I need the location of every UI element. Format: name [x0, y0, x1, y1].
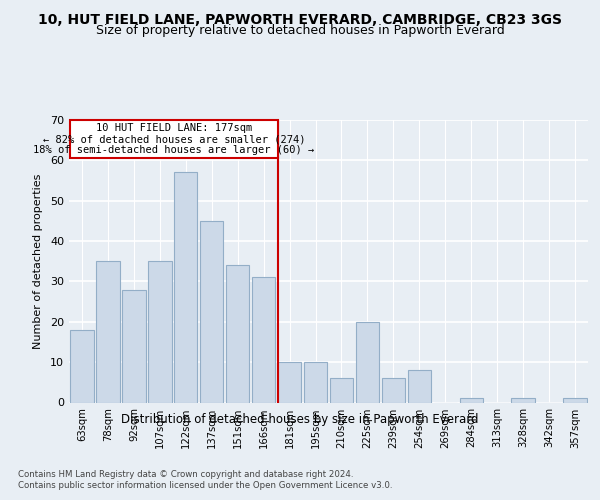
Bar [70, 330, 94, 402]
Text: Contains public sector information licensed under the Open Government Licence v3: Contains public sector information licen… [18, 482, 392, 490]
Bar [252, 278, 275, 402]
Bar [460, 398, 483, 402]
Bar [382, 378, 405, 402]
Text: 10 HUT FIELD LANE: 177sqm: 10 HUT FIELD LANE: 177sqm [96, 124, 252, 134]
Bar [511, 398, 535, 402]
Bar [304, 362, 327, 403]
Bar [174, 172, 197, 402]
Bar [226, 266, 250, 402]
Bar [563, 398, 587, 402]
Text: Distribution of detached houses by size in Papworth Everard: Distribution of detached houses by size … [121, 412, 479, 426]
Text: 10, HUT FIELD LANE, PAPWORTH EVERARD, CAMBRIDGE, CB23 3GS: 10, HUT FIELD LANE, PAPWORTH EVERARD, CA… [38, 12, 562, 26]
Text: 18% of semi-detached houses are larger (60) →: 18% of semi-detached houses are larger (… [34, 145, 315, 155]
FancyBboxPatch shape [70, 120, 278, 158]
Bar [278, 362, 301, 403]
Bar [407, 370, 431, 402]
Text: ← 82% of detached houses are smaller (274): ← 82% of detached houses are smaller (27… [43, 134, 305, 144]
Bar [200, 221, 223, 402]
Y-axis label: Number of detached properties: Number of detached properties [33, 174, 43, 349]
Text: Contains HM Land Registry data © Crown copyright and database right 2024.: Contains HM Land Registry data © Crown c… [18, 470, 353, 479]
Text: Size of property relative to detached houses in Papworth Everard: Size of property relative to detached ho… [95, 24, 505, 37]
Bar [148, 261, 172, 402]
Bar [122, 290, 146, 403]
Bar [356, 322, 379, 402]
Bar [330, 378, 353, 402]
Bar [96, 261, 119, 402]
